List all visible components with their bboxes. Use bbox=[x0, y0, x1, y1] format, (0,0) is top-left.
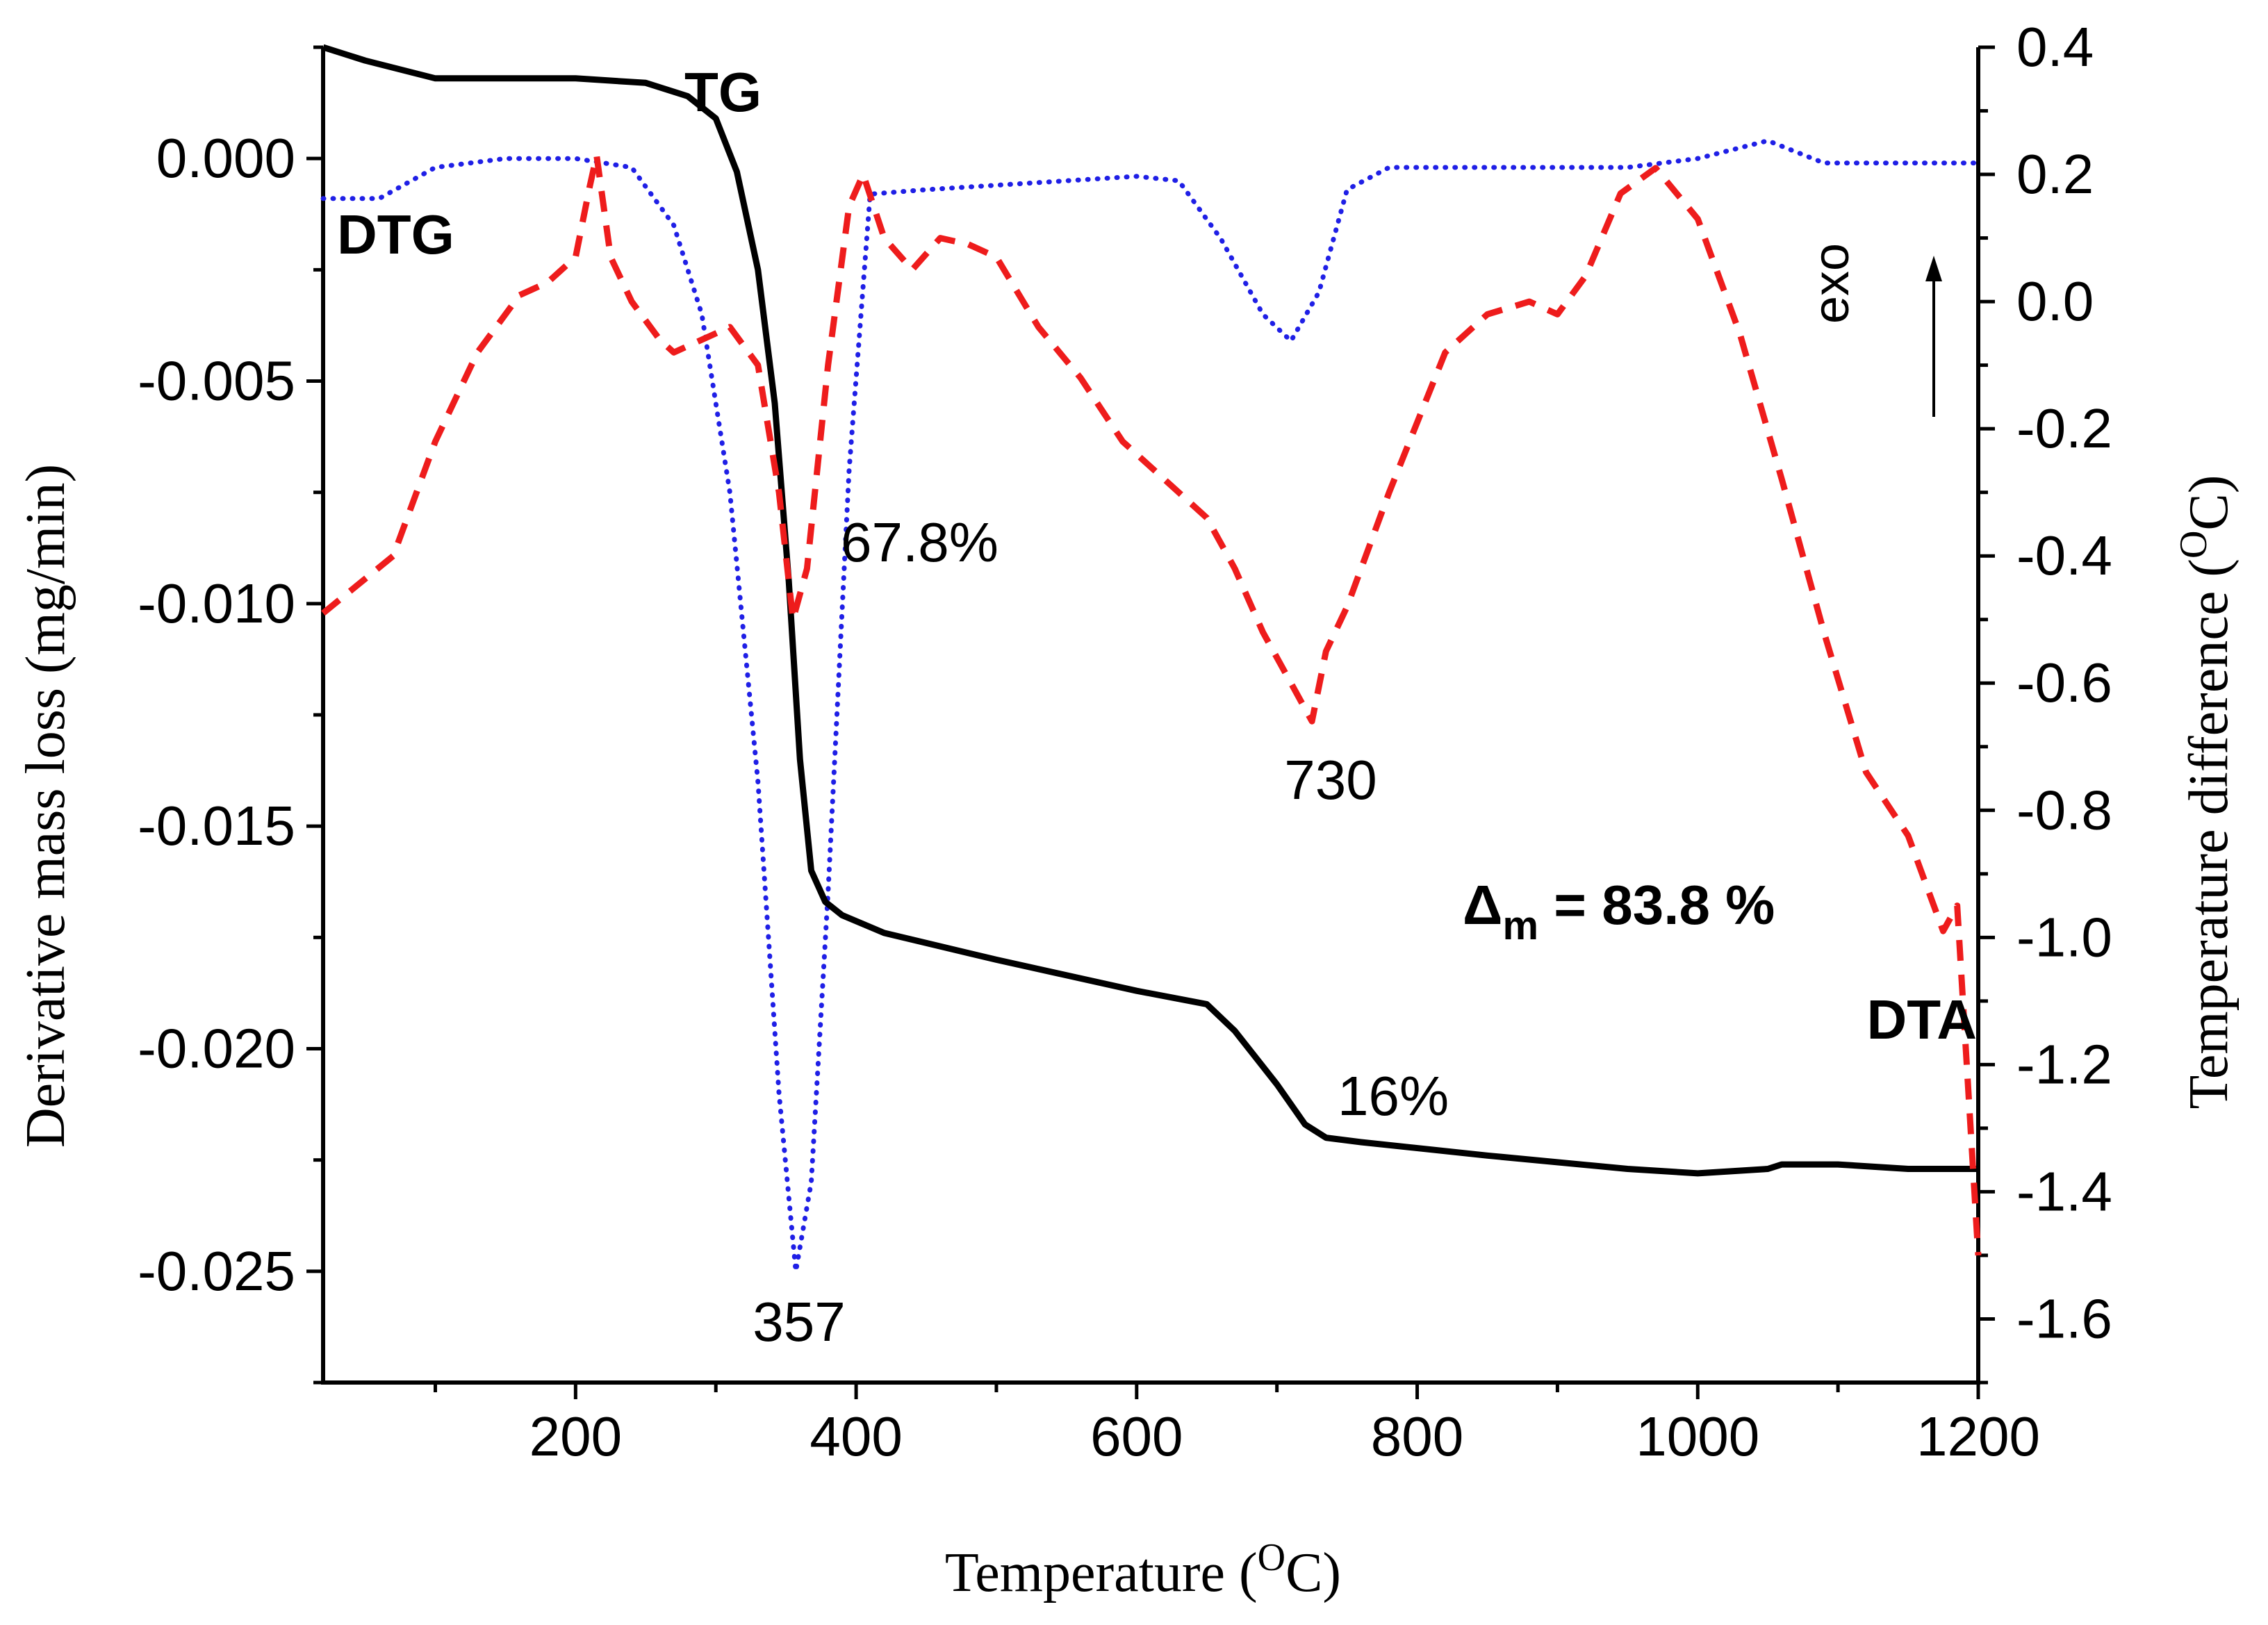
y-left-tick-label: 0.000 bbox=[156, 127, 295, 189]
y-left-tick-label: -0.025 bbox=[138, 1240, 295, 1302]
y-axis-right-label-end: C) bbox=[2178, 475, 2240, 531]
delta-value: = 83.8 % bbox=[1538, 874, 1775, 936]
series-dta-line bbox=[321, 152, 1982, 1256]
axis-ticks bbox=[306, 45, 1995, 1399]
x-tick-label: 800 bbox=[1371, 1405, 1463, 1467]
y-left-tick-label: -0.020 bbox=[138, 1018, 295, 1080]
y-axis-right-label-main: Temperature difference ( bbox=[2178, 559, 2240, 1109]
y-axis-right-label-sup: O bbox=[2172, 531, 2215, 559]
peak-label-357: 357 bbox=[753, 1291, 845, 1353]
peak-label-730: 730 bbox=[1284, 749, 1377, 811]
mass-step-label-1: 67.8% bbox=[841, 511, 999, 573]
y-right-tick-label: -0.4 bbox=[2016, 525, 2112, 586]
delta-symbol: Δ bbox=[1463, 874, 1503, 936]
x-tick-label: 200 bbox=[529, 1405, 622, 1467]
x-axis-label-end: C) bbox=[1285, 1542, 1341, 1603]
y-axis-left-label: Derivative mass loss (mg/min) bbox=[15, 464, 76, 1148]
mass-step-label-2: 16% bbox=[1338, 1065, 1449, 1127]
series-tg-line bbox=[322, 44, 1978, 1177]
x-axis-label: Temperature (OC) bbox=[945, 1536, 1341, 1603]
series-dtg-line bbox=[320, 138, 1981, 1274]
y-right-tick-label: 0.4 bbox=[2016, 16, 2094, 78]
y-left-tick-label: -0.010 bbox=[138, 572, 295, 634]
x-axis-label-main: Temperature ( bbox=[945, 1542, 1258, 1603]
x-axis-label-sup: O bbox=[1258, 1536, 1285, 1579]
y-right-tick-label: -0.2 bbox=[2016, 397, 2112, 459]
exo-label: exo bbox=[1804, 243, 1859, 324]
series-group bbox=[320, 44, 1982, 1274]
y-left-tick-label: -0.015 bbox=[138, 795, 295, 857]
y-right-tick-label: -1.6 bbox=[2016, 1287, 2112, 1349]
x-tick-label: 1000 bbox=[1636, 1405, 1759, 1467]
dta-label: DTA bbox=[1867, 989, 1977, 1050]
y-right-tick-label: -1.0 bbox=[2016, 906, 2112, 968]
y-right-tick-label: -1.4 bbox=[2016, 1160, 2112, 1222]
dtg-label: DTG bbox=[337, 204, 454, 265]
y-right-tick-label: -1.2 bbox=[2016, 1033, 2112, 1095]
x-tick-label: 600 bbox=[1090, 1405, 1183, 1467]
delta-subscript: m bbox=[1503, 903, 1539, 948]
exo-arrow-head bbox=[1925, 256, 1942, 281]
y-right-tick-label: 0.2 bbox=[2016, 143, 2094, 205]
tick-labels: 200 400 600 800 1000 1200 0.000 -0.005 -0.010 -0.… bbox=[138, 16, 2112, 1467]
y-axis-right-label: Temperature difference (OC) bbox=[2172, 475, 2240, 1110]
y-right-tick-label: -0.6 bbox=[2016, 652, 2112, 713]
total-mass-loss-label: Δm = 83.8 % bbox=[1463, 874, 1775, 948]
y-left-tick-label: -0.005 bbox=[138, 350, 295, 412]
x-tick-label: 400 bbox=[810, 1405, 902, 1467]
x-tick-label: 1200 bbox=[1916, 1405, 2040, 1467]
tg-label: TG bbox=[684, 61, 762, 123]
y-right-tick-label: 0.0 bbox=[2016, 270, 2094, 332]
y-right-tick-label: -0.8 bbox=[2016, 779, 2112, 841]
